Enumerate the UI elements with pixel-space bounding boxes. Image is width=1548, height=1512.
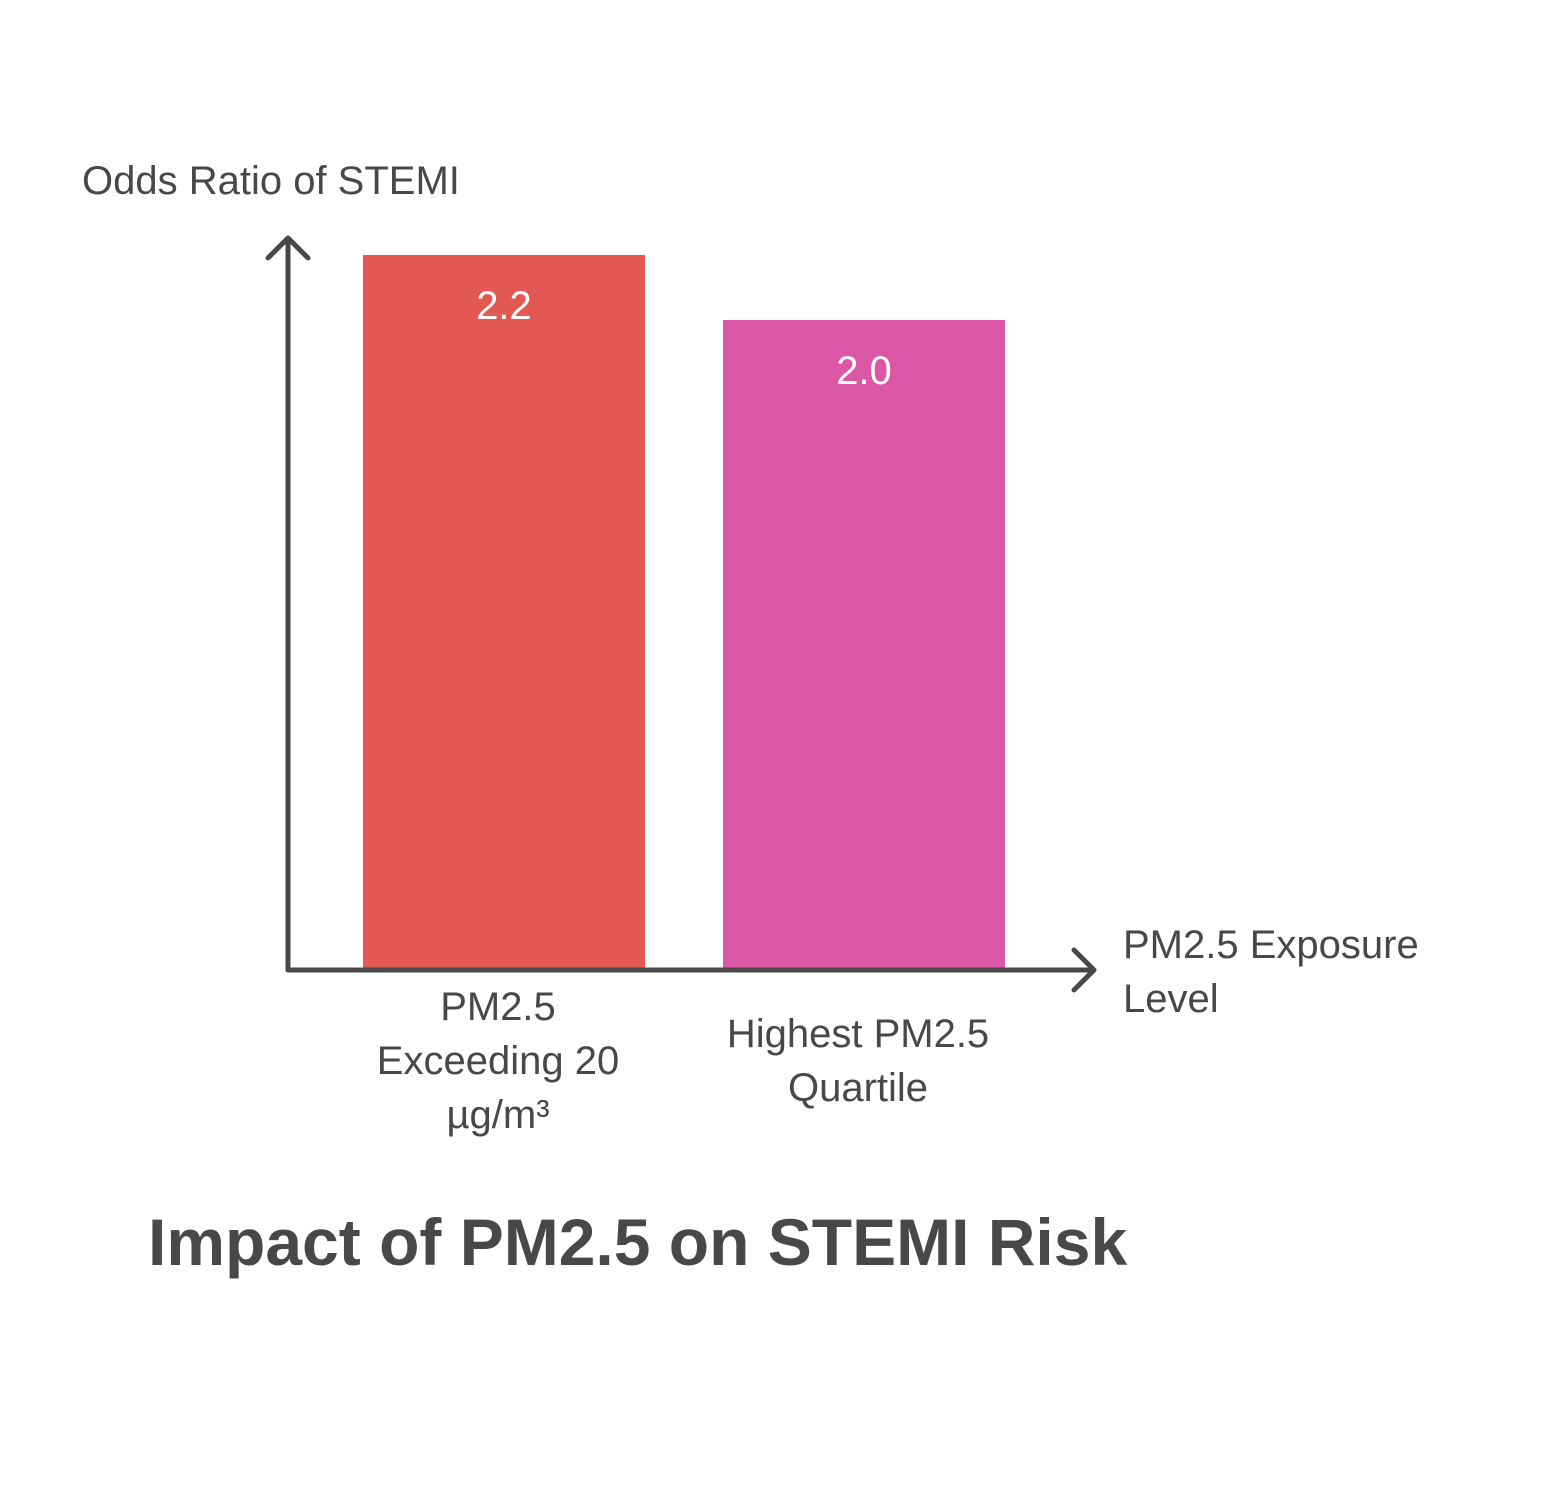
y-axis-arrowhead: [265, 235, 311, 261]
x-axis-title-text: PM2.5 Exposure Level: [1123, 923, 1419, 1021]
bar-2: [723, 320, 1005, 970]
bar-value-label-1: 2.2: [476, 284, 532, 328]
x-tick-label-1: PM2.5 Exceeding 20 µg/m³: [377, 985, 619, 1137]
x-tick-labels: PM2.5 Exceeding 20 µg/m³ Highest PM2.5 Quart…: [377, 985, 989, 1137]
y-axis-title: Odds Ratio of STEMI: [82, 159, 460, 203]
bar-1: [363, 255, 645, 970]
bars-group: 2.2 2.0: [363, 255, 1005, 970]
x-tick-label-2: Highest PM2.5 Quartile: [727, 1012, 989, 1110]
bar-value-label-2: 2.0: [836, 349, 892, 393]
chart-title: Impact of PM2.5 on STEMI Risk: [148, 1205, 1127, 1279]
x-axis-arrowhead: [1071, 947, 1097, 993]
x-axis-title: PM2.5 Exposure Level: [1123, 923, 1419, 1021]
